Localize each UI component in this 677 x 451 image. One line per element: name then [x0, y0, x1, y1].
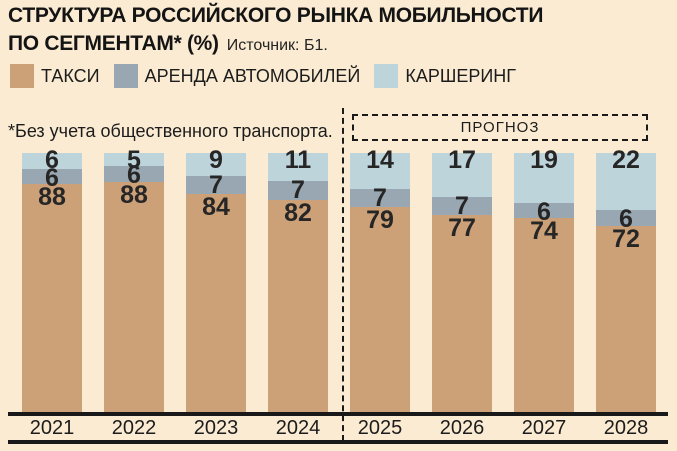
car-rental-segment — [186, 176, 246, 195]
year-label-2023: 2023 — [193, 417, 239, 439]
taxi-value-label: 74 — [530, 217, 558, 246]
carsharing-value-label: 22 — [612, 146, 640, 174]
carsharing-value-label: 9 — [209, 146, 223, 174]
forecast-divider-line — [342, 108, 344, 441]
year-label-2021: 2021 — [29, 417, 75, 439]
carsharing-value-label: 14 — [366, 146, 394, 174]
year-label-2027: 2027 — [521, 417, 567, 439]
taxi-segment — [514, 218, 574, 412]
taxi-segment — [350, 207, 410, 412]
carsharing-value-label: 6 — [45, 146, 59, 174]
bar-2023: 84 7 9 — [186, 148, 246, 412]
carsharing-segment — [186, 153, 246, 177]
car-rental-value-label: 7 — [455, 191, 469, 220]
bar-2028: 72 6 22 — [596, 148, 656, 412]
bottom-rule — [8, 440, 668, 444]
year-label-2025: 2025 — [357, 417, 403, 439]
carsharing-segment — [22, 153, 82, 169]
year-label-2026: 2026 — [439, 417, 485, 439]
title-line-2-text: ПО СЕГМЕНТАМ* (%) — [8, 32, 219, 55]
car-rental-value-label: 6 — [127, 161, 141, 190]
car-rental-value-label: 6 — [45, 163, 59, 192]
carsharing-swatch — [374, 64, 399, 88]
bar-2024: 82 7 11 — [268, 148, 328, 412]
bar-2027: 74 6 19 — [514, 148, 574, 412]
taxi-value-label: 72 — [612, 224, 640, 253]
car-rental-value-label: 7 — [291, 176, 305, 205]
taxi-value-label: 84 — [202, 193, 230, 222]
footnote: *Без учета общественного транспорта. — [8, 121, 333, 141]
taxi-value-label: 88 — [120, 180, 148, 209]
car-rental-value-label: 6 — [537, 197, 551, 226]
car-rental-segment — [104, 166, 164, 182]
title-line-1: СТРУКТУРА РОССИЙСКОГО РЫНКА МОБИЛЬНОСТИ — [8, 4, 544, 27]
year-label-2022: 2022 — [111, 417, 157, 439]
legend-item-car-rental: АРЕНДА АВТОМОБИЛЕЙ — [113, 64, 361, 88]
legend-item-taxi: ТАКСИ — [10, 64, 100, 88]
taxi-segment — [268, 199, 328, 412]
carsharing-segment — [350, 153, 410, 190]
year-label-2028: 2028 — [603, 417, 649, 439]
car-rental-segment — [514, 202, 574, 219]
legend-label-car-rental: АРЕНДА АВТОМОБИЛЕЙ — [144, 65, 361, 86]
taxi-segment — [22, 184, 82, 412]
carsharing-segment — [514, 153, 574, 203]
carsharing-segment — [268, 153, 328, 182]
car-rental-segment — [432, 196, 492, 215]
carsharing-value-label: 5 — [127, 146, 141, 174]
x-axis-baseline — [8, 412, 668, 416]
car-rental-segment — [22, 168, 82, 185]
taxi-segment — [596, 225, 656, 412]
bar-2026: 77 7 17 — [432, 148, 492, 412]
bar-2022: 88 6 5 — [104, 148, 164, 412]
car-rental-value-label: 7 — [209, 171, 223, 200]
taxi-value-label: 79 — [366, 206, 394, 235]
source-label: Источник: Б1. — [226, 37, 328, 54]
legend: ТАКСИ АРЕНДА АВТОМОБИЛЕЙ КАРШЕРИНГ — [10, 64, 516, 88]
taxi-segment — [186, 194, 246, 412]
carsharing-segment — [596, 153, 656, 210]
legend-label-taxi: ТАКСИ — [41, 65, 100, 86]
carsharing-value-label: 19 — [530, 146, 558, 174]
carsharing-segment — [104, 153, 164, 167]
car-rental-segment — [596, 209, 656, 226]
taxi-segment — [432, 214, 492, 412]
title-line-2: ПО СЕГМЕНТАМ* (%) Источник: Б1. — [8, 30, 543, 60]
car-rental-value-label: 7 — [373, 184, 387, 213]
car-rental-swatch — [113, 64, 138, 88]
forecast-box: ПРОГНОЗ — [352, 114, 648, 141]
bar-2025: 79 7 14 — [350, 148, 410, 412]
car-rental-segment — [268, 181, 328, 200]
carsharing-value-label: 11 — [284, 146, 312, 174]
legend-label-carsharing: КАРШЕРИНГ — [405, 65, 517, 86]
car-rental-segment — [350, 189, 410, 208]
year-label-2024: 2024 — [275, 417, 321, 439]
taxi-value-label: 77 — [448, 213, 476, 242]
car-rental-value-label: 6 — [619, 204, 633, 233]
taxi-value-label: 88 — [38, 183, 66, 212]
legend-item-carsharing: КАРШЕРИНГ — [374, 64, 516, 88]
carsharing-segment — [432, 153, 492, 197]
taxi-value-label: 82 — [284, 198, 312, 227]
carsharing-value-label: 17 — [448, 146, 476, 174]
bar-2021: 88 6 6 — [22, 148, 82, 412]
taxi-segment — [104, 181, 164, 412]
taxi-swatch — [10, 64, 34, 88]
chart-title: СТРУКТУРА РОССИЙСКОГО РЫНКА МОБИЛЬНОСТИ … — [8, 2, 543, 60]
